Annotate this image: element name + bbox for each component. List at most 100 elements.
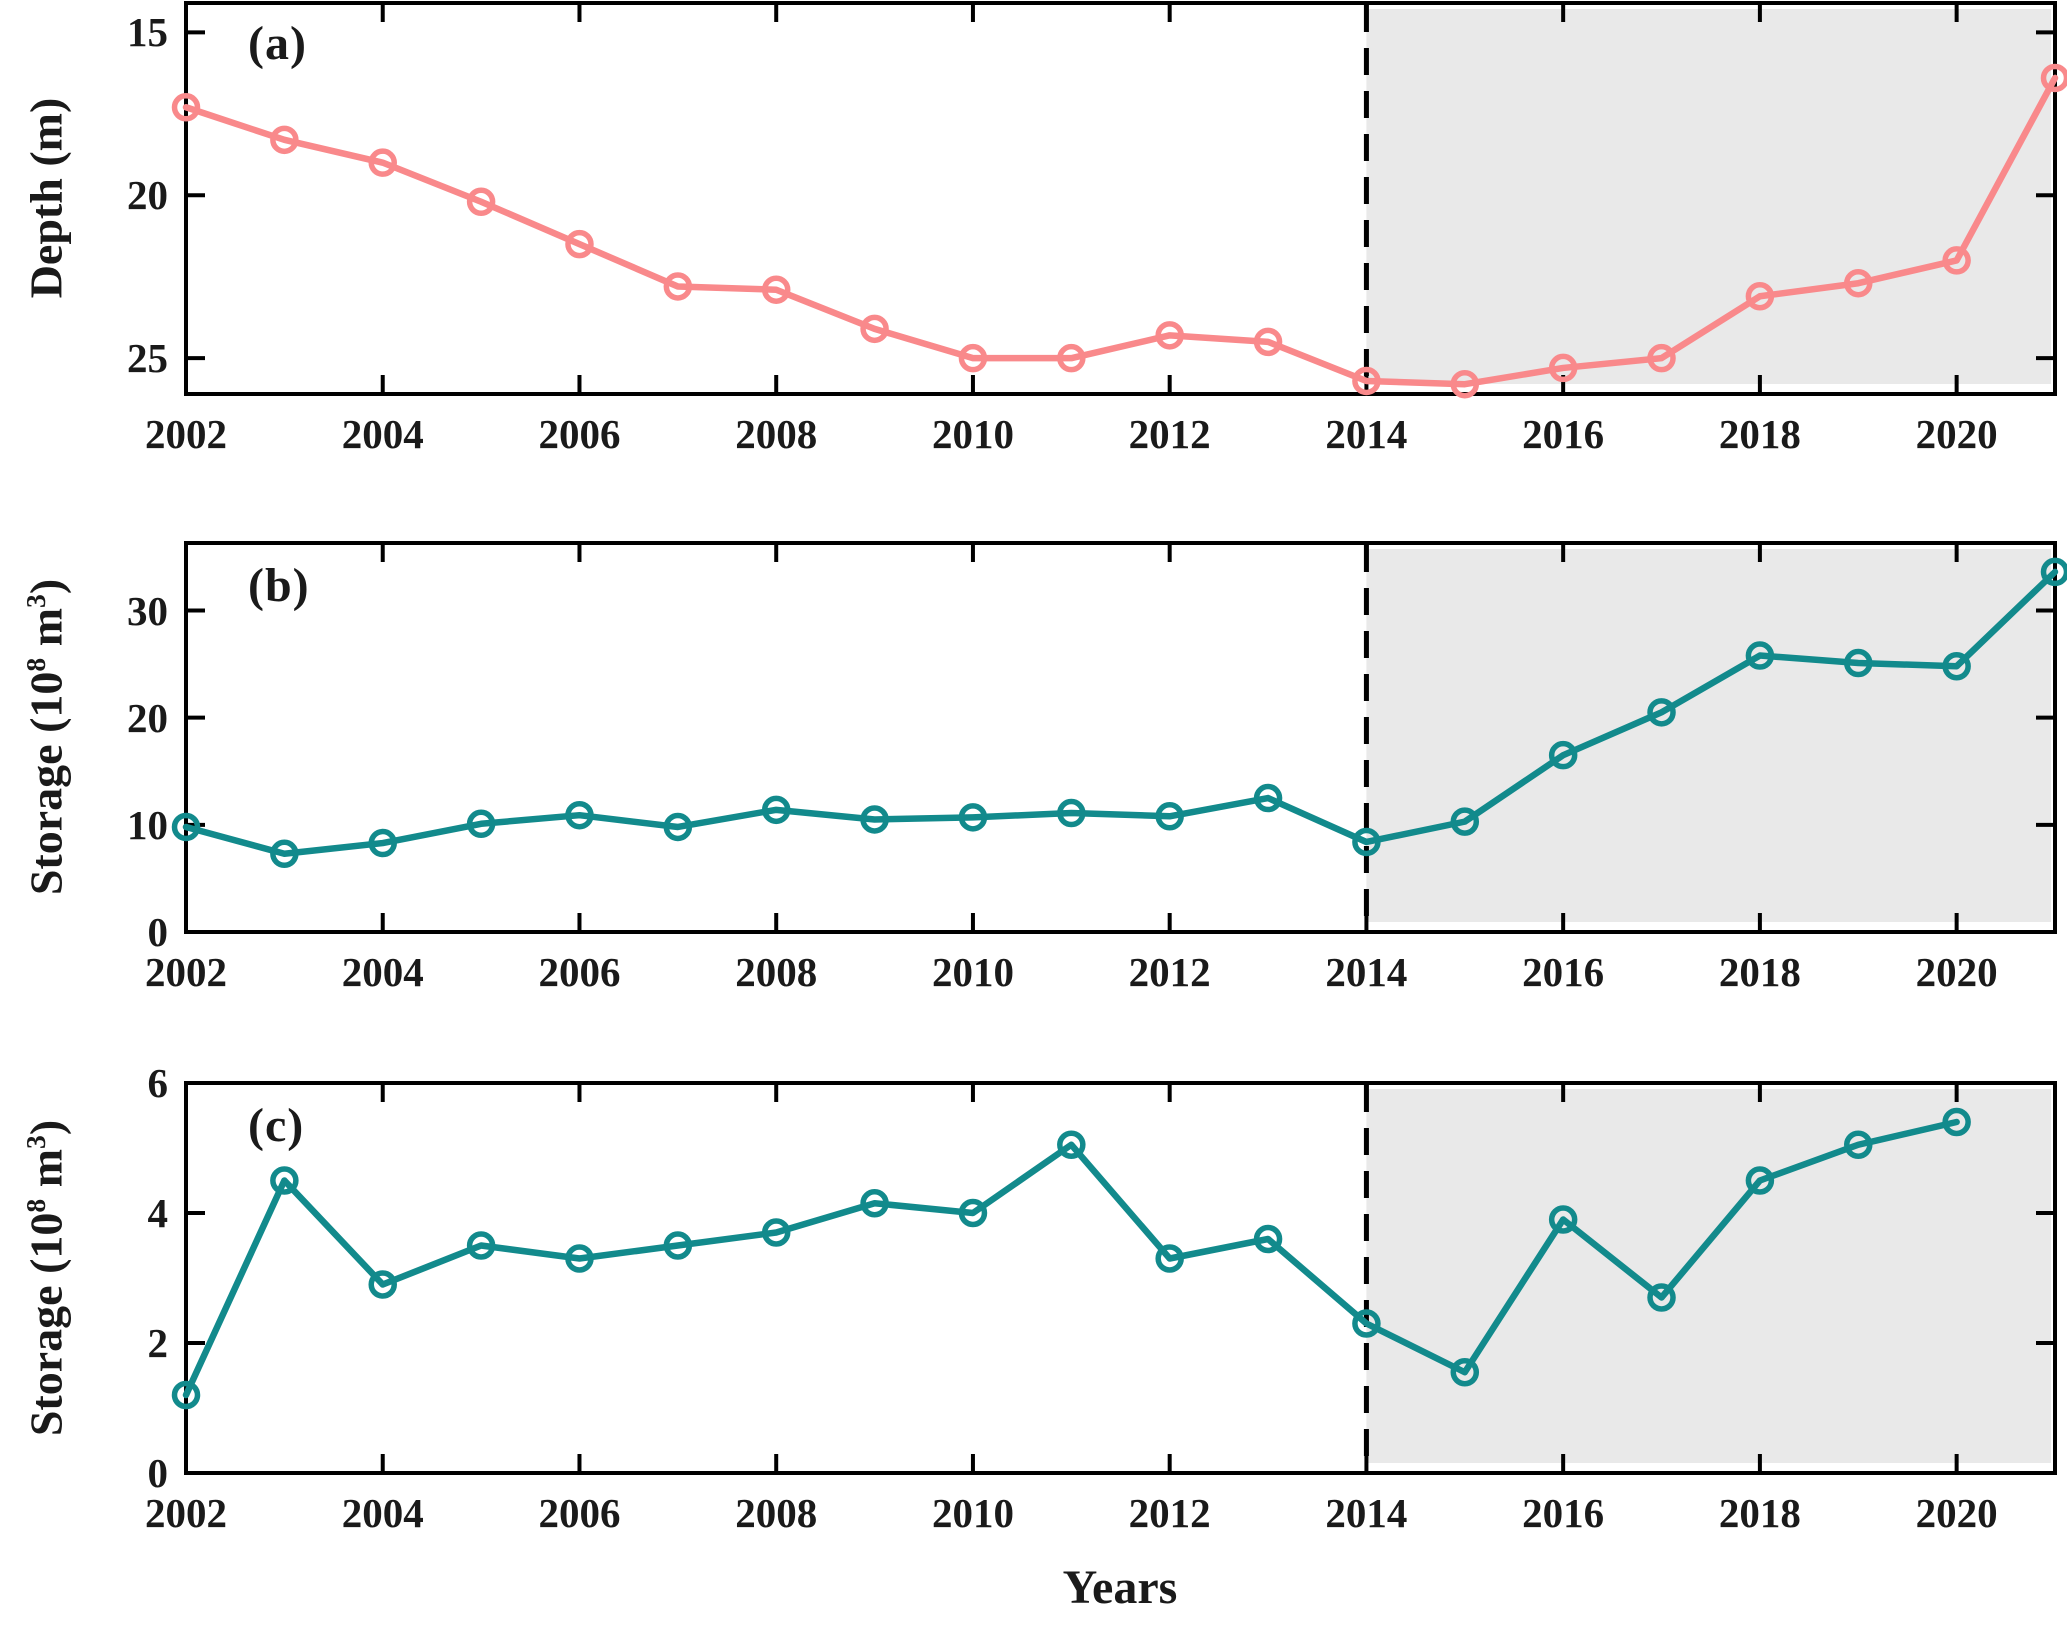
data-point-(b)-2013 [1253,783,1283,813]
x-tick-label: 2006 [538,949,621,995]
x-tick-label: 2016 [1522,411,1605,457]
data-point-(a)-2002 [171,93,201,122]
panel-c-label: (c) [248,1099,305,1152]
y-tick-label: 10 [127,801,168,848]
x-tick-label: 2012 [1128,949,1211,995]
x-tick-label: 2008 [735,411,818,457]
data-point-(c)-2006 [565,1244,594,1273]
x-tick-label: 2014 [1325,949,1408,995]
data-point-(a)-2005 [466,187,496,217]
x-tick-label: 2012 [1128,1490,1211,1536]
x-tick-label: 2006 [538,411,621,457]
data-point-(b)-2010 [958,803,988,832]
y-tick-label: 0 [147,909,169,955]
data-point-(a)-2009 [860,314,889,344]
x-axis-title: Years [1062,1561,1178,1614]
y-tick-label: 15 [127,9,168,56]
x-tick-label: 2004 [341,1490,424,1536]
data-point-(a)-2004 [368,148,397,177]
data-point-(c)-2019 [1844,1130,1873,1159]
data-point-(c)-2010 [958,1198,988,1228]
data-point-(a)-2010 [958,343,988,373]
data-point-(c)-2009 [860,1189,889,1218]
data-point-(c)-2005 [466,1231,496,1260]
highlight-region-(c) [1366,1089,2051,1463]
data-point-(a)-2006 [565,229,594,259]
x-tick-label: 2010 [931,1490,1014,1536]
data-point-(c)-2013 [1253,1224,1283,1254]
x-tick-label: 2018 [1718,411,1801,457]
data-point-(b)-2015 [1450,807,1480,836]
y-tick-label: 25 [127,335,168,382]
x-tick-label: 2014 [1325,411,1408,457]
data-point-(a)-2015 [1450,369,1480,399]
panel-frame-(c) [184,1081,2057,1475]
y-tick-label: 30 [127,587,168,634]
x-tick-label: 2004 [341,949,424,995]
highlight-region-(a) [1366,9,2051,384]
ylabel-c-sup3: 3 [20,1135,52,1149]
data-point-(a)-2008 [761,275,791,304]
highlight-region-(b) [1366,549,2051,922]
x-tick-label: 2014 [1325,1490,1408,1536]
data-point-(a)-2012 [1155,321,1184,350]
ylabel-c-post: ) [20,1119,72,1136]
x-tick-label: 2018 [1718,949,1801,995]
data-point-(a)-2017 [1647,343,1676,373]
data-point-(b)-2014 [1352,827,1381,857]
panel-a-label: (a) [248,17,307,70]
data-point-(c)-2014 [1352,1309,1381,1338]
x-tick-label: 2020 [1915,949,1998,995]
data-point-(c)-2015 [1450,1358,1480,1387]
x-tick-label: 2010 [931,411,1014,457]
data-point-(c)-2017 [1647,1283,1676,1312]
data-point-(b)-2002 [171,812,201,842]
data-point-(a)-2019 [1844,268,1873,298]
data-point-(c)-2008 [761,1218,791,1247]
y-tick-label: 4 [147,1190,169,1236]
data-point-(b)-2011 [1057,798,1086,828]
data-point-(c)-2011 [1057,1130,1086,1159]
x-tick-label: 2004 [341,411,424,457]
panel-b-label: (b) [248,559,310,612]
data-point-(b)-2003 [270,839,299,869]
panel-frame-(b) [184,541,2057,934]
data-point-(b)-2012 [1155,802,1184,831]
x-tick-label: 2002 [145,949,227,995]
data-point-(c)-2012 [1155,1244,1184,1273]
y-tick-label: 2 [147,1320,169,1366]
x-tick-label: 2016 [1522,949,1605,995]
data-line-(c) [182,1118,1960,1399]
data-line-(a) [182,74,2059,388]
y-tick-label: 20 [127,172,168,219]
data-point-(b)-2006 [565,800,594,830]
data-point-(b)-2018 [1745,641,1775,670]
data-point-(a)-2003 [270,125,299,155]
x-tick-label: 2020 [1915,411,1998,457]
data-point-(c)-2002 [171,1380,201,1410]
data-point-(a)-2014 [1352,366,1381,396]
data-point-(c)-2007 [663,1231,693,1260]
y-tick-label: 20 [127,694,168,741]
data-point-(b)-2020 [1942,651,1971,681]
data-point-(b)-2009 [860,805,889,834]
data-line-(b) [182,568,2059,858]
y-axis-label-storage-c: Storage (108 m3) [20,1120,73,1436]
data-point-(c)-2003 [270,1166,299,1195]
y-tick-label: 6 [147,1060,169,1106]
data-point-(b)-2007 [663,812,693,842]
data-point-(b)-2019 [1844,648,1873,678]
x-tick-label: 2020 [1915,1490,1998,1536]
data-point-(c)-2016 [1548,1205,1578,1234]
data-point-(a)-2013 [1253,327,1283,357]
data-point-(c)-2020 [1942,1107,1971,1137]
x-tick-label: 2002 [145,1490,227,1536]
panel-frame-(a) [184,1,2057,396]
x-tick-label: 2008 [735,1490,818,1536]
data-point-(b)-2016 [1548,740,1578,770]
data-point-(a)-2018 [1745,282,1775,311]
x-tick-label: 2002 [145,411,227,457]
data-point-(a)-2020 [1942,246,1971,275]
